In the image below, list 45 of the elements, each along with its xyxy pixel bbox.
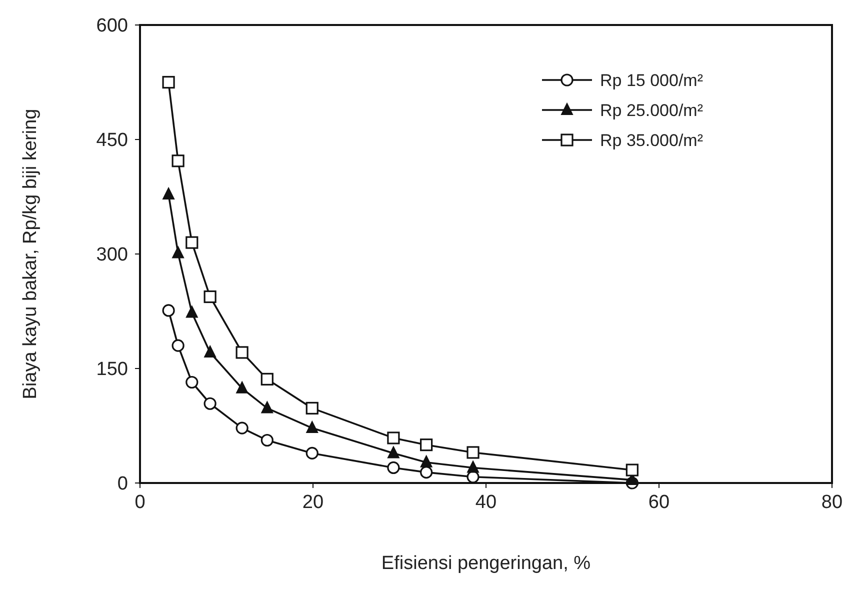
- point: [306, 421, 318, 434]
- x-tick-label: 0: [134, 492, 146, 513]
- point: [466, 446, 480, 459]
- x-axis-title: Efisiensi pengeringan, %: [381, 553, 591, 574]
- point: [186, 376, 198, 389]
- point: [387, 446, 400, 458]
- y-tick-label: 0: [117, 474, 128, 495]
- y-tick-label: 600: [96, 16, 128, 37]
- point: [172, 246, 184, 258]
- point: [420, 466, 433, 479]
- point: [186, 306, 198, 318]
- point: [236, 422, 248, 434]
- point: [420, 455, 432, 468]
- point: [172, 339, 184, 352]
- legend-label: Rp 35.000/m²: [600, 130, 704, 150]
- point: [186, 236, 198, 249]
- x-tick-label: 60: [648, 492, 670, 513]
- point: [387, 461, 400, 474]
- point: [236, 346, 248, 359]
- point: [204, 290, 216, 304]
- x-tick-label: 40: [475, 492, 497, 513]
- point: [162, 76, 175, 89]
- y-axis-title: Biaya kayu bakar, Rp/kg biji kering: [20, 108, 41, 400]
- y-tick-label: 450: [96, 130, 128, 152]
- y-tick-label: 150: [96, 359, 128, 380]
- point: [306, 402, 318, 414]
- point: [306, 446, 318, 460]
- legend-label: Rp 25.000/m²: [600, 100, 704, 120]
- point: [162, 304, 175, 317]
- point: [204, 345, 216, 358]
- point: [162, 187, 175, 200]
- point: [204, 397, 216, 410]
- point: [236, 381, 248, 394]
- x-tick-label: 20: [302, 492, 324, 513]
- point: [387, 432, 400, 444]
- legend-label: Rp 15 000/m²: [600, 70, 704, 90]
- point: [172, 154, 184, 168]
- point: [626, 464, 638, 476]
- point: [467, 460, 480, 473]
- point: [260, 372, 274, 386]
- x-tick-label: 80: [821, 492, 843, 513]
- point: [260, 434, 274, 447]
- point: [420, 438, 433, 452]
- y-tick-label: 300: [96, 244, 128, 266]
- point: [261, 401, 274, 414]
